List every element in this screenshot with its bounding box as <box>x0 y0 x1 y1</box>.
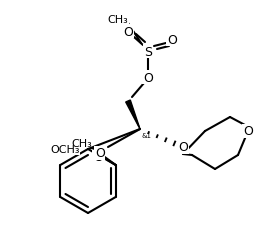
Text: CH₃: CH₃ <box>71 138 92 148</box>
Text: S: S <box>144 45 152 58</box>
Text: OCH₃: OCH₃ <box>50 144 80 154</box>
Text: CH₃: CH₃ <box>108 15 128 25</box>
Text: O: O <box>123 25 133 38</box>
Text: O: O <box>93 151 103 164</box>
Text: O: O <box>243 125 253 138</box>
Text: O: O <box>167 33 177 46</box>
Text: O: O <box>178 141 188 154</box>
Text: O: O <box>95 147 105 160</box>
Text: O: O <box>143 71 153 84</box>
Polygon shape <box>126 101 140 129</box>
Text: &1: &1 <box>142 132 152 138</box>
